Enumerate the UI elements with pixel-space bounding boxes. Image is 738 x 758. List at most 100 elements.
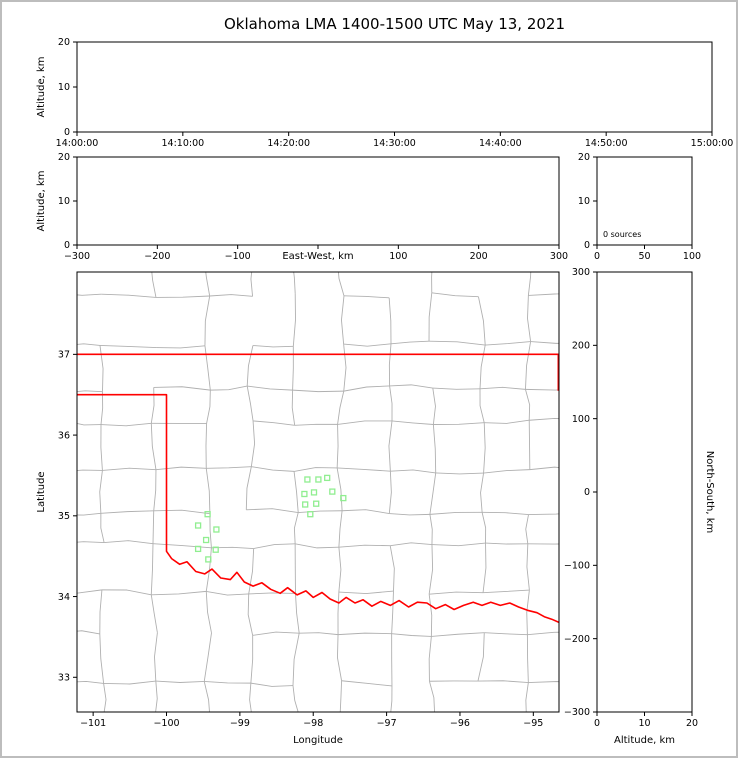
county-line <box>205 468 211 514</box>
county-line <box>100 424 103 471</box>
county-line <box>103 683 107 712</box>
lma-station-marker <box>315 476 322 483</box>
county-line <box>246 385 254 421</box>
county-line <box>252 345 294 348</box>
y-tick-label: 0 <box>584 487 590 498</box>
x-tick-label: 0 <box>594 718 600 729</box>
county-line <box>151 590 207 596</box>
county-line <box>526 590 530 635</box>
county-line <box>337 420 393 425</box>
county-line <box>479 344 486 389</box>
county-line <box>477 680 529 684</box>
panel-background <box>77 272 559 712</box>
county-line <box>291 390 296 426</box>
county-line <box>156 345 205 349</box>
county-line <box>338 632 392 636</box>
county-line <box>292 633 300 686</box>
county-line <box>527 272 532 296</box>
county-line <box>77 422 102 426</box>
county-line <box>247 593 254 636</box>
lma-station-marker <box>329 488 336 495</box>
lma-station-marker <box>204 511 211 518</box>
county-line <box>341 295 345 345</box>
county-line <box>388 471 392 514</box>
county-line <box>337 272 345 296</box>
x-tick-label: −100 <box>225 251 251 262</box>
county-line <box>209 513 212 548</box>
lma-station-marker <box>205 556 212 563</box>
county-line <box>206 590 249 596</box>
county-line <box>153 509 210 515</box>
county-line <box>343 343 392 347</box>
county-line <box>247 385 293 391</box>
county-line <box>432 387 481 390</box>
county-line <box>205 272 211 297</box>
lma-station-marker <box>324 474 331 482</box>
panel-time-height: 14:00:00 14:10:00 14:20:00 14:30:00 14:40:00… <box>36 37 733 149</box>
county-line <box>581 511 584 543</box>
source-count-annotation: 0 sources <box>603 230 641 239</box>
county-line <box>336 424 339 468</box>
x-axis-label: Longitude <box>293 735 343 746</box>
county-line <box>429 472 437 515</box>
county-line <box>433 422 485 425</box>
x-tick-label: 0 <box>594 251 600 262</box>
county-line <box>484 258 532 260</box>
county-line <box>77 512 101 516</box>
y-tick-label: 33 <box>58 672 70 683</box>
county-line <box>435 472 484 475</box>
county-line <box>435 714 483 716</box>
axes-frame <box>76 271 560 713</box>
county-line <box>483 469 530 474</box>
x-tick-label: 50 <box>638 251 650 262</box>
lma-stations <box>194 474 347 563</box>
county-line <box>429 681 436 712</box>
county-line <box>251 466 295 472</box>
county-line <box>155 681 158 712</box>
county-line <box>389 384 433 389</box>
county-line <box>298 510 343 514</box>
county-line <box>292 685 299 712</box>
lma-station-marker <box>194 545 202 553</box>
x-tick-label: 20 <box>686 718 698 729</box>
y-tick-label: 10 <box>58 82 70 93</box>
county-line <box>245 466 252 510</box>
county-line <box>482 543 487 593</box>
x-tick-label: 10 <box>638 718 650 729</box>
county-line <box>204 680 251 684</box>
county-line <box>154 632 158 682</box>
x-tick-label: −96 <box>450 718 470 729</box>
county-line <box>341 680 393 687</box>
county-line <box>246 345 254 387</box>
county-line <box>104 715 155 716</box>
county-line <box>77 343 101 346</box>
x-tick-label: −97 <box>377 718 397 729</box>
x-tick-label: −95 <box>523 718 543 729</box>
county-line <box>390 469 436 474</box>
x-axis-label: Altitude, km <box>614 735 675 746</box>
county-line <box>529 466 559 471</box>
county-line <box>484 419 530 424</box>
county-line <box>209 294 253 297</box>
county-line <box>204 345 211 391</box>
county-line <box>388 297 392 344</box>
county-line <box>527 631 559 636</box>
y-tick-label: 300 <box>572 267 590 278</box>
county-line <box>525 389 531 421</box>
y-tick-label: 10 <box>58 196 70 207</box>
county-line <box>485 341 531 346</box>
county-line <box>337 592 340 635</box>
county-line <box>100 510 154 514</box>
county-line <box>343 344 347 392</box>
panel-ns-height: 0 10 20 300 200 100 0 −100 −200 −300 Altitude, km N… <box>564 267 715 746</box>
county-line <box>295 593 300 634</box>
county-line <box>101 589 152 596</box>
x-axis-label: East-West, km <box>282 251 353 262</box>
county-line <box>343 385 390 392</box>
y-tick-label: 0 <box>64 240 70 251</box>
county-line <box>248 548 255 595</box>
county-line <box>153 469 157 511</box>
county-line <box>63 472 67 515</box>
county-line <box>205 423 208 469</box>
